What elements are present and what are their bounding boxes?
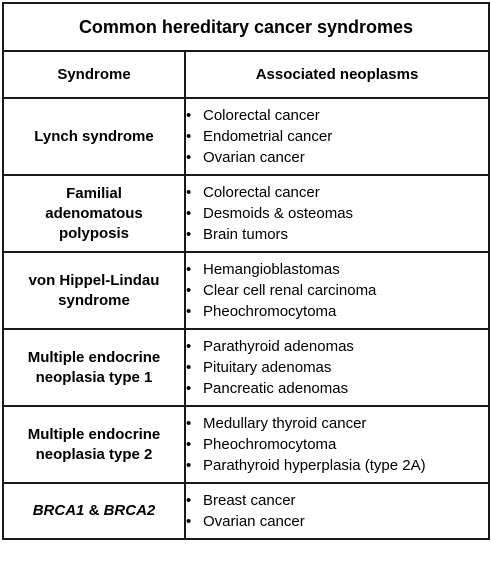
neoplasm-list-cell: • Hemangioblastomas • Clear cell renal car… bbox=[184, 251, 490, 330]
bullet-icon: • bbox=[186, 184, 192, 201]
neoplasm-list: • Colorectal cancer • Desmoids & osteomas … bbox=[186, 182, 488, 245]
neoplasm-list-cell: • Breast cancer • Ovarian cancer bbox=[184, 482, 490, 540]
neoplasm-text: Ovarian cancer bbox=[203, 513, 305, 530]
gene-name-brca1: BRCA1 bbox=[32, 502, 85, 519]
list-item: • Ovarian cancer bbox=[186, 147, 488, 168]
table-title: Common hereditary cancer syndromes bbox=[2, 2, 490, 52]
list-item: • Medullary thyroid cancer bbox=[186, 413, 488, 434]
bullet-icon: • bbox=[186, 492, 192, 509]
neoplasm-text: Pancreatic adenomas bbox=[203, 380, 349, 397]
syndrome-name: Multiple endocrine neoplasia type 2 bbox=[2, 405, 186, 484]
syndrome-name-line: neoplasia type 1 bbox=[35, 368, 153, 386]
neoplasm-list-cell: • Colorectal cancer • Endometrial cancer •… bbox=[184, 97, 490, 176]
list-item: • Pituitary adenomas bbox=[186, 357, 488, 378]
list-item: • Pheochromocytoma bbox=[186, 301, 488, 322]
list-item: • Hemangioblastomas bbox=[186, 259, 488, 280]
neoplasm-text: Parathyroid adenomas bbox=[203, 338, 354, 355]
neoplasm-list: • Breast cancer • Ovarian cancer bbox=[186, 490, 488, 532]
syndrome-name-line: neoplasia type 2 bbox=[35, 445, 153, 463]
bullet-icon: • bbox=[186, 457, 192, 474]
bullet-icon: • bbox=[186, 415, 192, 432]
table-row: von Hippel-Lindau syndrome • Hemangioblas… bbox=[2, 251, 490, 330]
bullet-icon: • bbox=[186, 436, 192, 453]
list-item: • Clear cell renal carcinoma bbox=[186, 280, 488, 301]
bullet-icon: • bbox=[186, 107, 192, 124]
neoplasm-list: • Hemangioblastomas • Clear cell renal car… bbox=[186, 259, 488, 322]
list-item: • Parathyroid adenomas bbox=[186, 336, 488, 357]
ampersand-text: & bbox=[84, 502, 104, 519]
column-header-neoplasms: Associated neoplasms bbox=[184, 50, 490, 99]
neoplasm-text: Pheochromocytoma bbox=[203, 303, 337, 320]
syndrome-name-line: Multiple endocrine bbox=[27, 425, 161, 443]
list-item: • Pheochromocytoma bbox=[186, 434, 488, 455]
list-item: • Parathyroid hyperplasia (type 2A) bbox=[186, 455, 488, 476]
neoplasm-text: Pituitary adenomas bbox=[203, 359, 332, 376]
table-row: Multiple endocrine neoplasia type 1 • Par… bbox=[2, 328, 490, 407]
syndrome-name-line: Familial bbox=[66, 184, 122, 202]
hereditary-cancer-table: Common hereditary cancer syndromes Syndr… bbox=[2, 2, 490, 540]
syndrome-name: Familial adenomatous polyposis bbox=[2, 174, 186, 253]
bullet-icon: • bbox=[186, 380, 192, 397]
bullet-icon: • bbox=[186, 205, 192, 222]
syndrome-name-line: von Hippel-Lindau bbox=[28, 271, 160, 289]
table-row: Multiple endocrine neoplasia type 2 • Med… bbox=[2, 405, 490, 484]
list-item: • Pancreatic adenomas bbox=[186, 378, 488, 399]
neoplasm-list-cell: • Parathyroid adenomas • Pituitary adenoma… bbox=[184, 328, 490, 407]
neoplasm-list-cell: • Colorectal cancer • Desmoids & osteomas … bbox=[184, 174, 490, 253]
table-row: BRCA1 & BRCA2 • Breast cancer • Ovarian ca… bbox=[2, 482, 490, 540]
list-item: • Brain tumors bbox=[186, 224, 488, 245]
syndrome-name: BRCA1 & BRCA2 bbox=[2, 482, 186, 540]
gene-name-brca2: BRCA2 bbox=[103, 502, 156, 519]
list-item: • Colorectal cancer bbox=[186, 182, 488, 203]
bullet-icon: • bbox=[186, 359, 192, 376]
neoplasm-list: • Colorectal cancer • Endometrial cancer •… bbox=[186, 105, 488, 168]
neoplasm-text: Colorectal cancer bbox=[203, 184, 320, 201]
syndrome-name-line: syndrome bbox=[58, 291, 130, 309]
syndrome-name-line: polyposis bbox=[58, 224, 129, 242]
bullet-icon: • bbox=[186, 513, 192, 530]
bullet-icon: • bbox=[186, 128, 192, 145]
neoplasm-text: Endometrial cancer bbox=[203, 128, 333, 145]
bullet-icon: • bbox=[186, 282, 192, 299]
neoplasm-text: Desmoids & osteomas bbox=[203, 205, 354, 222]
bullet-icon: • bbox=[186, 338, 192, 355]
bullet-icon: • bbox=[186, 226, 192, 243]
neoplasm-list: • Medullary thyroid cancer • Pheochromocyt… bbox=[186, 413, 488, 476]
bullet-icon: • bbox=[186, 261, 192, 278]
neoplasm-list-cell: • Medullary thyroid cancer • Pheochromocyt… bbox=[184, 405, 490, 484]
neoplasm-text: Colorectal cancer bbox=[203, 107, 320, 124]
list-item: • Desmoids & osteomas bbox=[186, 203, 488, 224]
syndrome-name-line: Multiple endocrine bbox=[27, 348, 161, 366]
neoplasm-text: Pheochromocytoma bbox=[203, 436, 337, 453]
syndrome-name-text: Lynch syndrome bbox=[34, 127, 154, 145]
bullet-icon: • bbox=[186, 303, 192, 320]
neoplasm-text: Parathyroid hyperplasia (type 2A) bbox=[203, 457, 426, 474]
neoplasm-text: Hemangioblastomas bbox=[203, 261, 340, 278]
neoplasm-text: Ovarian cancer bbox=[203, 149, 305, 166]
neoplasm-text: Breast cancer bbox=[203, 492, 296, 509]
table-row: Familial adenomatous polyposis • Colorect… bbox=[2, 174, 490, 253]
syndrome-name-line: adenomatous bbox=[45, 204, 143, 222]
list-item: • Endometrial cancer bbox=[186, 126, 488, 147]
list-item: • Ovarian cancer bbox=[186, 511, 488, 532]
bullet-icon: • bbox=[186, 149, 192, 166]
neoplasm-text: Medullary thyroid cancer bbox=[203, 415, 367, 432]
list-item: • Breast cancer bbox=[186, 490, 488, 511]
syndrome-name: Multiple endocrine neoplasia type 1 bbox=[2, 328, 186, 407]
neoplasm-list: • Parathyroid adenomas • Pituitary adenoma… bbox=[186, 336, 488, 399]
neoplasm-text: Brain tumors bbox=[203, 226, 289, 243]
syndrome-name: von Hippel-Lindau syndrome bbox=[2, 251, 186, 330]
neoplasm-text: Clear cell renal carcinoma bbox=[203, 282, 377, 299]
table-row: Lynch syndrome • Colorectal cancer • Endom… bbox=[2, 97, 490, 176]
syndrome-name: Lynch syndrome bbox=[2, 97, 186, 176]
column-header-syndrome: Syndrome bbox=[2, 50, 186, 99]
list-item: • Colorectal cancer bbox=[186, 105, 488, 126]
